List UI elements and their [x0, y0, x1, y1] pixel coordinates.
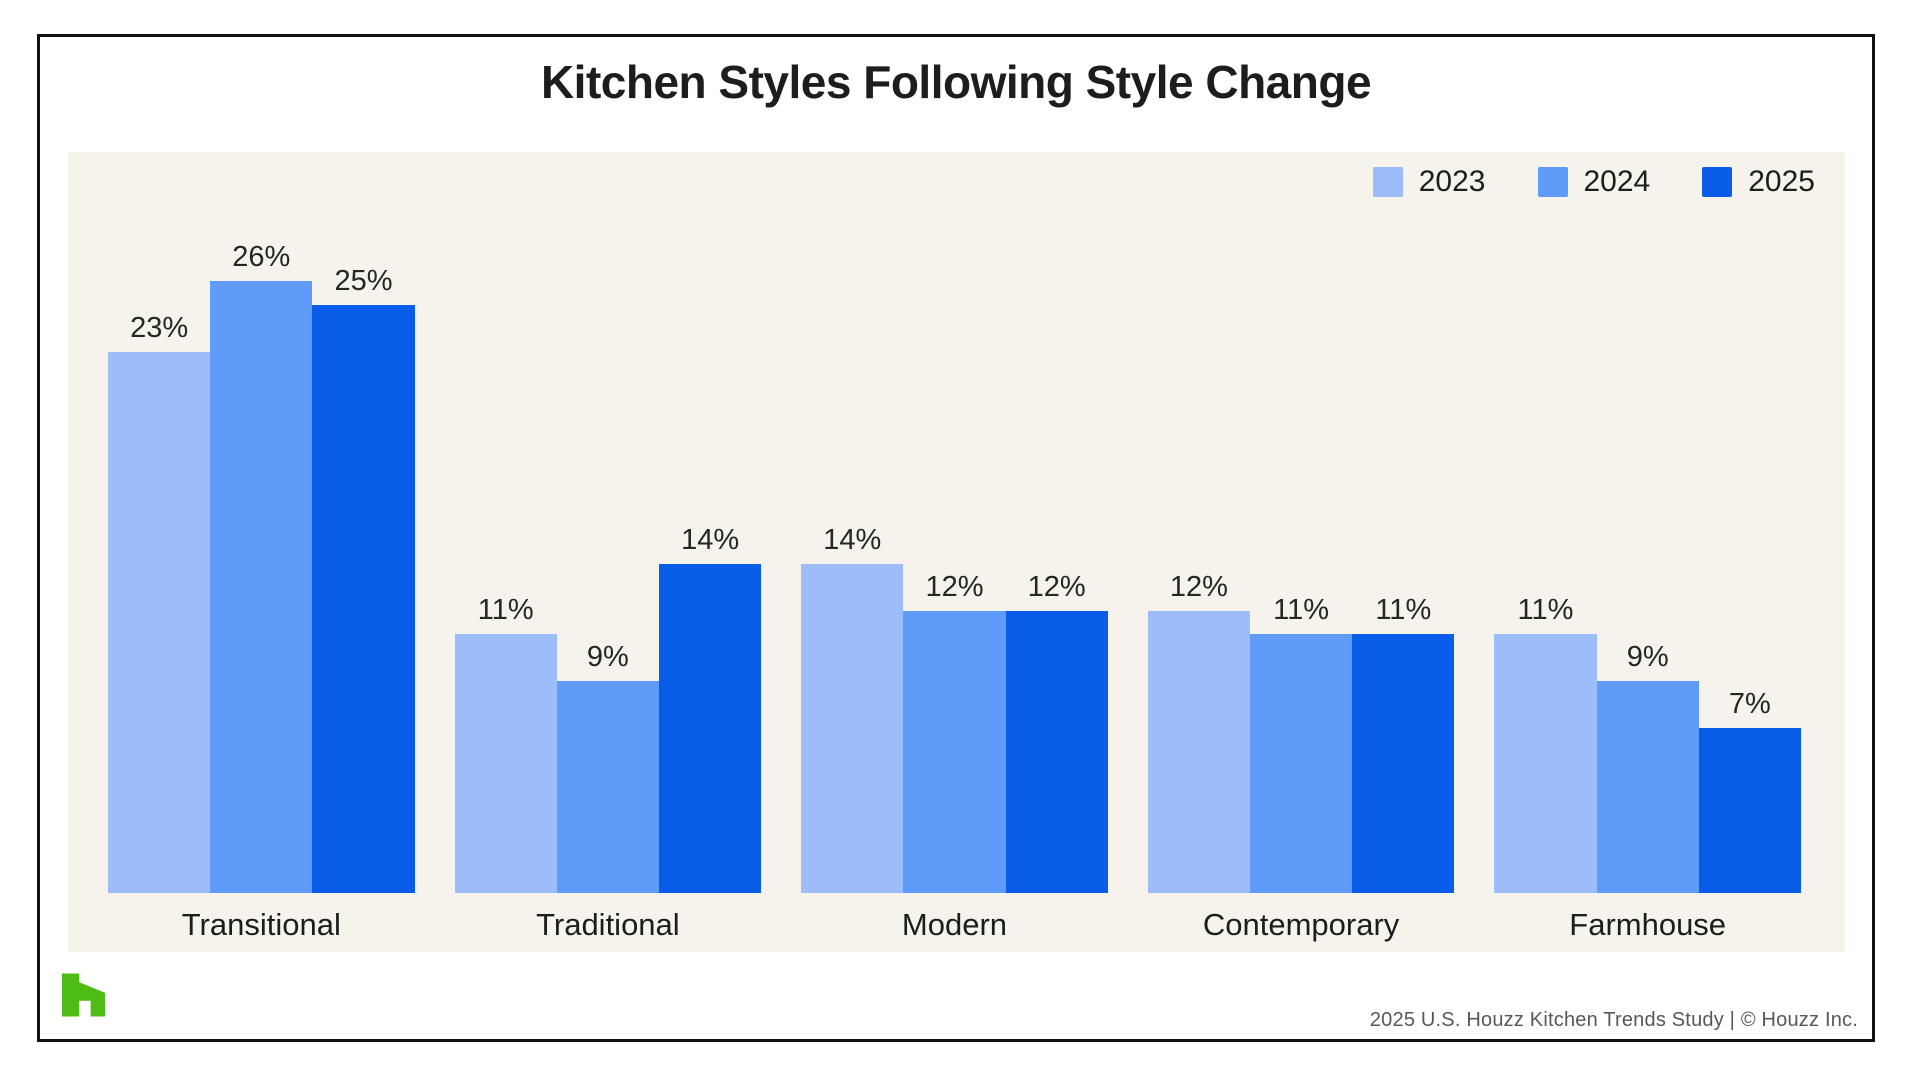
bar-value-label: 11% — [1273, 594, 1330, 626]
legend-swatch-2023 — [1372, 167, 1403, 197]
category-label-modern: Modern — [901, 907, 1008, 942]
bar-contemporary-2025: 11% — [1352, 594, 1455, 893]
bar-value-label: 9% — [586, 641, 629, 673]
bar-value-label: 12% — [925, 571, 984, 603]
bar-traditional-2024: 9% — [556, 641, 659, 893]
bar-group-transitional: 23% 26% 25% — [108, 152, 415, 893]
bar-group-modern: 14% 12% 12% — [801, 152, 1108, 893]
legend-item-2023: 2023 — [1372, 165, 1486, 199]
category-labels-row: Transitional Traditional Modern Contemporar… — [68, 893, 1845, 952]
category-label-contemporary: Contemporary — [1202, 907, 1400, 942]
bar-farmhouse-2023: 11% — [1494, 594, 1597, 893]
bar-farmhouse-2025: 7% — [1698, 688, 1801, 893]
legend-label: 2023 — [1418, 165, 1486, 198]
bar-group-farmhouse: 11% 9% 7% — [1494, 152, 1801, 893]
bar-transitional-2024: 26% — [210, 241, 313, 893]
bar-transitional-2025: 25% — [312, 265, 415, 893]
bar-traditional-2025: 14% — [659, 524, 762, 893]
chart-title: Kitchen Styles Following Style Change — [540, 56, 1372, 108]
bar-contemporary-2023: 12% — [1147, 571, 1250, 893]
category-label-traditional: Traditional — [536, 907, 680, 942]
bar-transitional-2023: 23% — [108, 312, 211, 893]
bar-modern-2023: 14% — [801, 524, 904, 893]
bar-value-label: 11% — [1517, 594, 1574, 626]
bar-farmhouse-2024: 9% — [1596, 641, 1699, 893]
bar-value-label: 11% — [1375, 594, 1432, 626]
houzz-house-shape — [62, 973, 105, 1017]
chart-card: Kitchen Styles Following Style Change 20… — [37, 34, 1875, 1042]
bar-group-traditional: 11% 9% 14% — [454, 152, 762, 893]
bar-value-label: 14% — [823, 524, 882, 556]
bar-value-label: 7% — [1728, 688, 1771, 720]
category-label-farmhouse: Farmhouse — [1569, 907, 1727, 942]
bars-row: 23% 26% 25% 11% 9% 14% 14% 12% 12% 12% 11% 11% 11% 9%… — [68, 152, 1845, 893]
plot-area: 2023 2024 2025 23% 26% 25% 11% 9% 14% 14% 12% 12% 1… — [68, 152, 1845, 952]
legend-item-2025: 2025 — [1702, 165, 1815, 199]
footer-credit: 2025 U.S. Houzz Kitchen Trends Study | ©… — [1369, 1009, 1858, 1031]
legend-label: 2024 — [1583, 165, 1651, 198]
legend-swatch-2024 — [1537, 167, 1568, 197]
bar-value-label: 26% — [232, 241, 291, 273]
legend: 2023 2024 2025 — [1372, 165, 1815, 199]
legend-label: 2025 — [1748, 165, 1815, 198]
bar-value-label: 11% — [477, 594, 534, 626]
category-label-transitional: Transitional — [181, 907, 341, 942]
bar-value-label: 23% — [130, 312, 189, 344]
legend-swatch-2025 — [1702, 167, 1733, 197]
bar-value-label: 25% — [334, 265, 393, 297]
bar-group-contemporary: 12% 11% 11% — [1147, 152, 1455, 893]
bar-value-label: 9% — [1626, 641, 1669, 673]
legend-item-2024: 2024 — [1537, 165, 1651, 199]
bar-contemporary-2024: 11% — [1249, 594, 1353, 893]
houzz-logo-icon — [62, 973, 105, 1017]
bar-value-label: 12% — [1169, 571, 1228, 603]
bar-value-label: 14% — [681, 524, 740, 556]
bar-value-label: 12% — [1027, 571, 1086, 603]
bar-traditional-2023: 11% — [454, 594, 557, 893]
bar-modern-2025: 12% — [1005, 571, 1108, 893]
bar-modern-2024: 12% — [903, 571, 1006, 893]
